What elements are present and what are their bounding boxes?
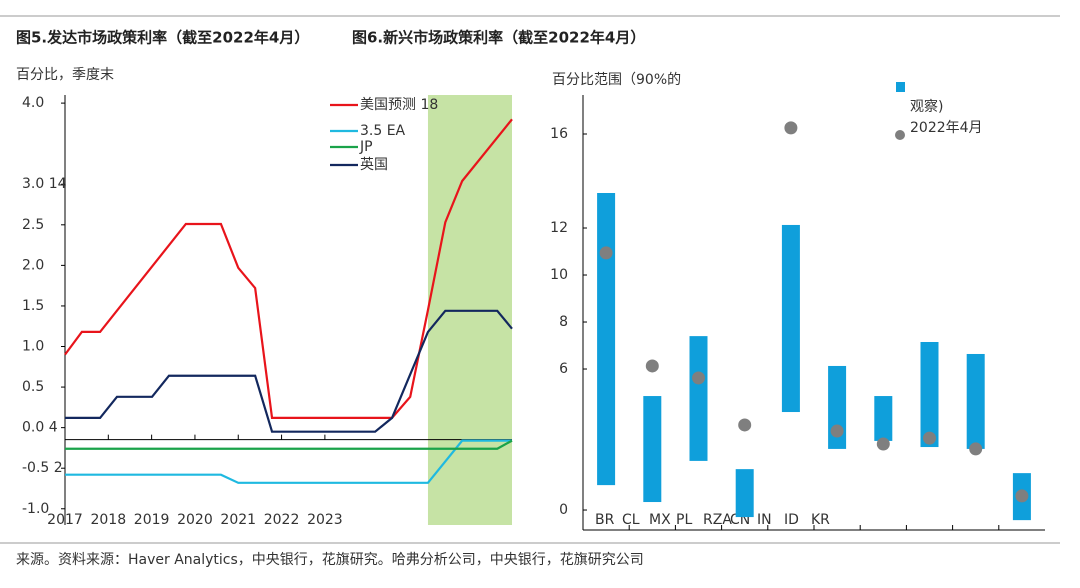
series-line bbox=[64, 118, 513, 420]
x-tick-label: 2017 bbox=[47, 512, 83, 528]
y-tick-label: 16 bbox=[550, 126, 568, 142]
range-bar bbox=[874, 396, 893, 441]
y-tick-label: 1.5 bbox=[22, 298, 44, 314]
legend-label: 美国预测 18 bbox=[360, 97, 438, 113]
dot bbox=[645, 359, 659, 373]
series-line bbox=[65, 309, 513, 433]
range-bar bbox=[735, 469, 754, 518]
series-line bbox=[65, 439, 512, 484]
x-tick-label: IN bbox=[757, 512, 772, 528]
legend-label: 观察) bbox=[910, 98, 943, 115]
y-tick-label: 8 bbox=[559, 314, 568, 330]
y-tick-label: 3.0 14 bbox=[22, 176, 67, 192]
chart-title: 图6.新兴市场政策利率（截至2022年4月） bbox=[352, 29, 645, 47]
y-tick-label: 10 bbox=[550, 267, 568, 283]
dot bbox=[692, 371, 705, 385]
y-tick-label: 0 bbox=[559, 502, 568, 518]
y-tick-label: 0.5 bbox=[22, 379, 44, 395]
range-bar bbox=[643, 396, 662, 503]
legend-swatch bbox=[895, 130, 905, 140]
x-tick-label: RZA bbox=[703, 512, 732, 528]
dot bbox=[923, 431, 936, 445]
x-tick-label: CL bbox=[622, 512, 640, 528]
dot bbox=[969, 442, 983, 456]
range-bar bbox=[597, 192, 616, 486]
x-tick-label: 2023 bbox=[307, 512, 343, 528]
range-bar bbox=[920, 341, 939, 448]
legend-swatch bbox=[896, 82, 905, 92]
y-tick-label: 12 bbox=[550, 220, 568, 236]
dot bbox=[738, 418, 752, 432]
y-tick-label: 0.0 4 bbox=[22, 420, 58, 436]
series-line bbox=[65, 439, 513, 450]
dot bbox=[599, 246, 613, 260]
x-tick-label: 2019 bbox=[134, 512, 170, 528]
dot bbox=[1015, 489, 1029, 503]
x-tick-label: MX bbox=[649, 512, 671, 528]
x-tick-label: 2018 bbox=[90, 512, 126, 528]
legend-label: 3.5 EA bbox=[360, 123, 406, 139]
y-tick-label: 6 bbox=[559, 361, 568, 377]
legend-label: 2022年4月 bbox=[910, 120, 983, 136]
legend-label: 英国 bbox=[360, 156, 388, 173]
x-tick-label: KR bbox=[811, 512, 830, 528]
range-bar bbox=[781, 224, 800, 413]
dot bbox=[830, 424, 844, 438]
y-tick-label: 1.0 bbox=[22, 339, 44, 355]
x-tick-label: ID bbox=[784, 512, 799, 528]
dot bbox=[784, 121, 798, 135]
legend-label: JP bbox=[359, 139, 373, 155]
x-tick-label: 2020 bbox=[177, 512, 213, 528]
y-tick-label: -1.0 bbox=[22, 501, 49, 517]
x-tick-label: PL bbox=[676, 512, 692, 528]
source: 来源。资料来源：Haver Analytics，中央银行，花旗研究。哈弗分析公司… bbox=[16, 552, 644, 568]
range-bar bbox=[966, 353, 985, 449]
x-tick-label: 2021 bbox=[220, 512, 256, 528]
subtitle: 百分比范围（90%的 bbox=[552, 71, 681, 88]
y-tick-label: 4.0 bbox=[22, 95, 44, 111]
x-tick-label: BR bbox=[595, 512, 615, 528]
chart-title: 图5.发达市场政策利率（截至2022年4月） bbox=[16, 29, 309, 47]
y-tick-label: -0.5 2 bbox=[22, 460, 63, 476]
dot bbox=[876, 437, 890, 451]
y-tick-label: 2.0 bbox=[22, 257, 44, 273]
subtitle: 百分比，季度末 bbox=[16, 67, 114, 83]
y-tick-label: 2.5 bbox=[22, 217, 44, 233]
x-tick-label: 2022 bbox=[264, 512, 300, 528]
range-bar bbox=[689, 336, 708, 461]
